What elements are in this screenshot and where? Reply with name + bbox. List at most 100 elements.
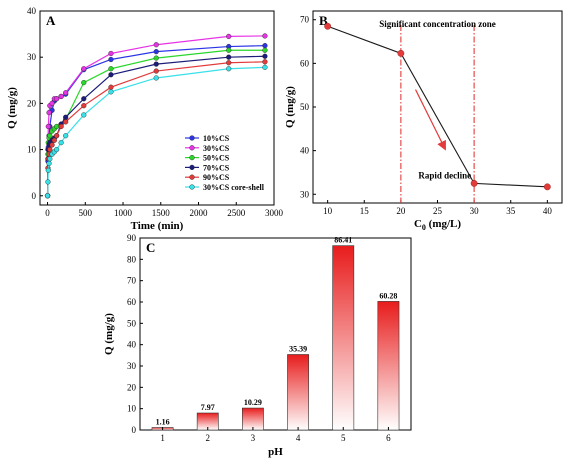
x-tick-label: 2000 [190, 208, 209, 218]
legend-label: 30%CS [203, 144, 230, 153]
bar-value-label: 86.41 [334, 236, 352, 245]
y-tick-label: 0 [32, 191, 37, 201]
data-point [470, 179, 478, 187]
data-point [108, 56, 114, 63]
data-point [47, 156, 53, 162]
data-point [153, 55, 159, 61]
data-point [63, 133, 69, 139]
x-axis-label: Time (min) [131, 220, 184, 232]
series-line [46, 66, 265, 196]
x-tick-label: 3000 [265, 208, 284, 218]
data-point [81, 112, 87, 118]
data-point [262, 53, 268, 59]
data-point [262, 47, 268, 53]
y-tick-label: 70 [300, 15, 310, 25]
data-point [81, 96, 87, 102]
x-tick-label: 6 [386, 433, 391, 443]
y-axis-label: Q (mg/g) [284, 86, 296, 128]
data-point [81, 79, 87, 86]
y-tick-label: 20 [127, 382, 137, 392]
data-point [63, 114, 69, 120]
data-point [108, 89, 114, 95]
series-line [46, 61, 265, 196]
x-tick-label: 25 [433, 206, 443, 216]
y-tick-label: 30 [27, 52, 37, 62]
x-tick-label: 1 [160, 433, 165, 443]
y-axis-label: Q (mg/g) [6, 87, 18, 129]
legend-marker [189, 174, 195, 180]
data-point [226, 33, 232, 40]
data-point [46, 160, 52, 167]
x-tick-label: 2500 [227, 208, 246, 218]
data-point [153, 42, 159, 48]
y-tick-label: 50 [127, 318, 137, 328]
y-tick-label: 40 [27, 6, 37, 16]
data-point [49, 142, 55, 148]
bar-value-label: 1.16 [156, 418, 170, 427]
data-point [397, 49, 405, 57]
data-point [153, 49, 159, 55]
y-tick-label: 0 [132, 425, 137, 435]
x-tick-label: 0 [45, 208, 50, 218]
y-tick-label: 80 [127, 254, 137, 264]
y-tick-label: 20 [27, 98, 37, 108]
legend-marker [189, 184, 195, 190]
bar-value-label: 35.39 [289, 345, 307, 354]
plot-frame [39, 10, 275, 206]
x-tick-label: 30 [470, 206, 480, 216]
x-tick-label: 500 [79, 208, 93, 218]
decline-arrow [414, 89, 446, 151]
data-point [81, 103, 87, 109]
y-tick-label: 10 [27, 145, 37, 155]
legend-label: 50%CS [203, 154, 230, 163]
y-tick-label: 50 [300, 102, 310, 112]
y-tick-label: 70 [127, 276, 137, 286]
data-point [153, 61, 159, 67]
data-point [108, 72, 114, 78]
x-tick-label: 10 [323, 206, 333, 216]
y-tick-label: 60 [127, 297, 137, 307]
bar-value-label: 7.97 [201, 403, 215, 412]
data-point [44, 193, 51, 199]
panel-a-kinetics-chart: 0 500 1000 1500 2000 2500 3000 0 10 20 30 40 Time (m… [6, 6, 284, 232]
bar [332, 245, 355, 431]
data-point [46, 110, 52, 116]
panel-label: C [146, 240, 155, 255]
y-tick-label: 30 [300, 189, 310, 199]
panel-c-ph-bar-chart: 0 10 20 30 40 50 60 70 80 90 1.16 1 7.97 2 10.29 3 35.39… [103, 233, 412, 458]
y-tick-label: 40 [127, 340, 137, 350]
y-tick-label: 90 [127, 233, 137, 243]
y-tick-label: 60 [300, 58, 310, 68]
legend-marker [189, 164, 195, 171]
legend-marker [189, 145, 195, 151]
data-point [262, 33, 268, 39]
x-axis-label: C0 (mg/L) [414, 218, 461, 232]
panel-label: A [46, 13, 56, 28]
data-point [108, 66, 114, 72]
plot-frame [139, 237, 412, 431]
data-point [51, 137, 57, 143]
x-tick-label: 5 [341, 433, 346, 443]
x-tick-label: 35 [506, 206, 516, 216]
bar [287, 354, 309, 431]
data-point [58, 123, 64, 130]
data-point [49, 100, 55, 106]
decline-annotation: Rapid decline [418, 170, 471, 180]
data-point [45, 167, 51, 173]
x-tick-label: 15 [360, 206, 370, 216]
legend-marker [189, 135, 195, 141]
bar [242, 407, 264, 431]
x-tick-label: 20 [396, 206, 406, 216]
data-point [63, 90, 69, 96]
x-tick-label: 40 [543, 206, 553, 216]
data-point [153, 68, 159, 74]
legend-label: 30%CS core-shell [203, 183, 265, 192]
data-point [153, 75, 159, 81]
series-line [327, 25, 548, 188]
data-point [54, 123, 60, 130]
data-point [58, 93, 64, 100]
data-point [47, 146, 53, 153]
data-point [108, 50, 114, 57]
legend-label: 10%CS [203, 134, 230, 143]
